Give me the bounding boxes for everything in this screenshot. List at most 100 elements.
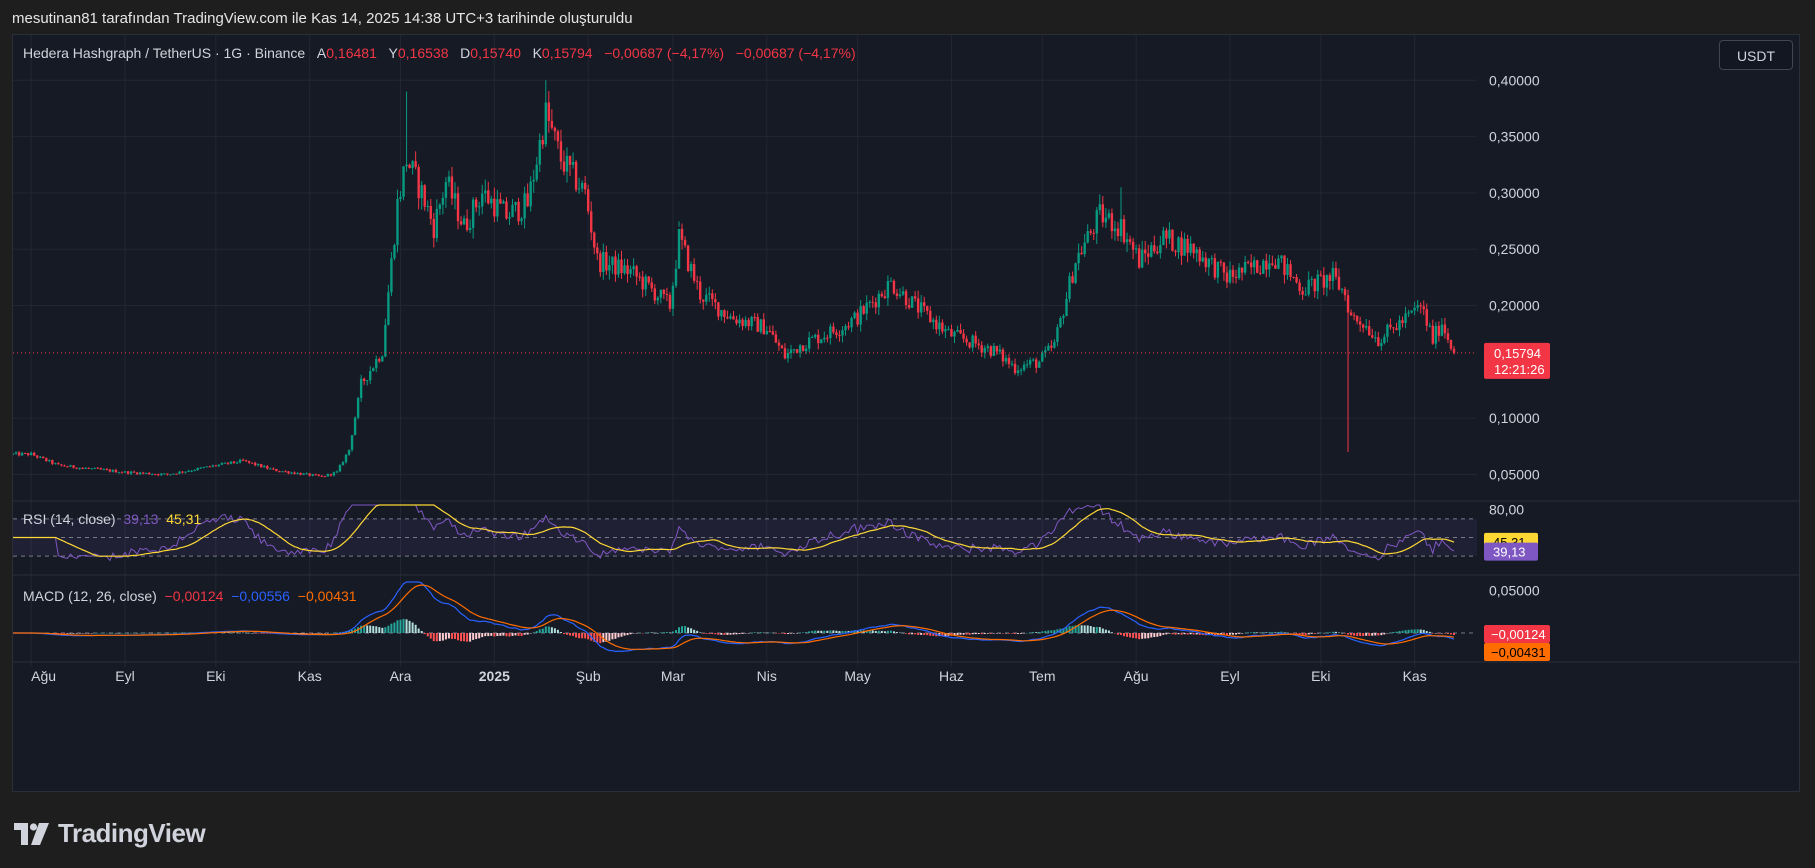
candle[interactable] (653, 284, 656, 305)
candle[interactable] (1328, 272, 1332, 290)
candle[interactable] (344, 453, 348, 464)
candle[interactable] (705, 288, 708, 306)
candle[interactable] (241, 458, 245, 461)
candle[interactable] (780, 344, 784, 349)
candle[interactable] (148, 472, 151, 475)
candle[interactable] (372, 367, 375, 372)
candle[interactable] (1086, 224, 1089, 244)
candle[interactable] (983, 345, 986, 359)
candle[interactable] (447, 170, 451, 187)
candle[interactable] (814, 333, 817, 340)
candle[interactable] (514, 201, 517, 212)
candle[interactable] (535, 156, 538, 183)
candle[interactable] (856, 309, 859, 327)
candle[interactable] (317, 474, 320, 477)
candle[interactable] (665, 287, 669, 302)
candle[interactable] (611, 256, 614, 274)
candle[interactable] (847, 321, 850, 331)
candle[interactable] (390, 251, 393, 297)
candle[interactable] (111, 469, 115, 473)
candle[interactable] (556, 129, 560, 149)
candle[interactable] (1262, 258, 1265, 274)
candle[interactable] (1256, 259, 1259, 274)
candle[interactable] (656, 295, 660, 305)
candle[interactable] (965, 335, 968, 346)
candle[interactable] (117, 471, 121, 474)
candle[interactable] (365, 380, 369, 386)
candle[interactable] (1183, 232, 1186, 256)
candle[interactable] (90, 467, 93, 470)
candle[interactable] (178, 470, 181, 475)
candle[interactable] (23, 452, 27, 455)
candle[interactable] (1025, 359, 1029, 369)
candle[interactable] (583, 175, 587, 195)
candle[interactable] (1074, 262, 1077, 285)
candle[interactable] (1437, 321, 1441, 342)
rsi-ma-line[interactable] (13, 504, 1455, 557)
candle[interactable] (260, 463, 263, 468)
candle[interactable] (580, 180, 584, 192)
candle[interactable] (453, 182, 457, 210)
candle[interactable] (223, 462, 227, 464)
candle[interactable] (54, 462, 57, 465)
candle[interactable] (659, 289, 663, 304)
candle[interactable] (541, 135, 544, 149)
candle[interactable] (263, 464, 266, 468)
candle[interactable] (768, 325, 772, 333)
candle[interactable] (456, 186, 460, 230)
candle[interactable] (1153, 235, 1156, 254)
candle[interactable] (1286, 257, 1289, 280)
candle[interactable] (1358, 316, 1362, 332)
candle[interactable] (208, 465, 211, 468)
candle[interactable] (741, 317, 744, 331)
candle[interactable] (941, 319, 944, 335)
candle[interactable] (753, 313, 756, 322)
candle[interactable] (1361, 323, 1365, 333)
candle[interactable] (1331, 261, 1335, 290)
candle[interactable] (732, 311, 735, 320)
candle[interactable] (807, 331, 811, 352)
candle[interactable] (692, 258, 696, 284)
candle[interactable] (359, 374, 363, 403)
candle[interactable] (1174, 249, 1177, 257)
candle[interactable] (1165, 227, 1168, 249)
candle[interactable] (783, 343, 787, 360)
candle[interactable] (405, 91, 408, 172)
candle[interactable] (417, 164, 420, 210)
candle[interactable] (844, 323, 847, 336)
candle[interactable] (574, 159, 578, 192)
candle[interactable] (220, 462, 224, 466)
candle[interactable] (169, 474, 172, 476)
candle[interactable] (299, 472, 302, 476)
candle[interactable] (771, 325, 775, 336)
candle[interactable] (1156, 246, 1159, 255)
candle[interactable] (650, 277, 653, 292)
candle[interactable] (992, 342, 996, 357)
candle[interactable] (1204, 252, 1207, 273)
candle[interactable] (232, 461, 236, 465)
candle[interactable] (335, 470, 339, 474)
candle[interactable] (474, 197, 478, 213)
candle[interactable] (804, 344, 808, 354)
candle[interactable] (51, 459, 54, 466)
candle[interactable] (623, 258, 626, 275)
candle[interactable] (247, 460, 251, 464)
candle[interactable] (42, 456, 45, 459)
candle[interactable] (1383, 333, 1386, 345)
candle[interactable] (269, 467, 272, 470)
candle[interactable] (1128, 235, 1132, 245)
candle[interactable] (1219, 259, 1223, 267)
candle[interactable] (553, 126, 557, 141)
candle[interactable] (1410, 310, 1413, 314)
candle[interactable] (1038, 360, 1041, 368)
candle[interactable] (865, 295, 868, 321)
candle[interactable] (735, 315, 738, 326)
candle[interactable] (1113, 220, 1117, 241)
candle[interactable] (677, 221, 681, 269)
candle[interactable] (1307, 271, 1310, 297)
candle[interactable] (157, 473, 160, 477)
candle[interactable] (1428, 322, 1431, 328)
candle[interactable] (944, 325, 947, 339)
candle[interactable] (48, 459, 51, 463)
candle[interactable] (593, 231, 596, 255)
